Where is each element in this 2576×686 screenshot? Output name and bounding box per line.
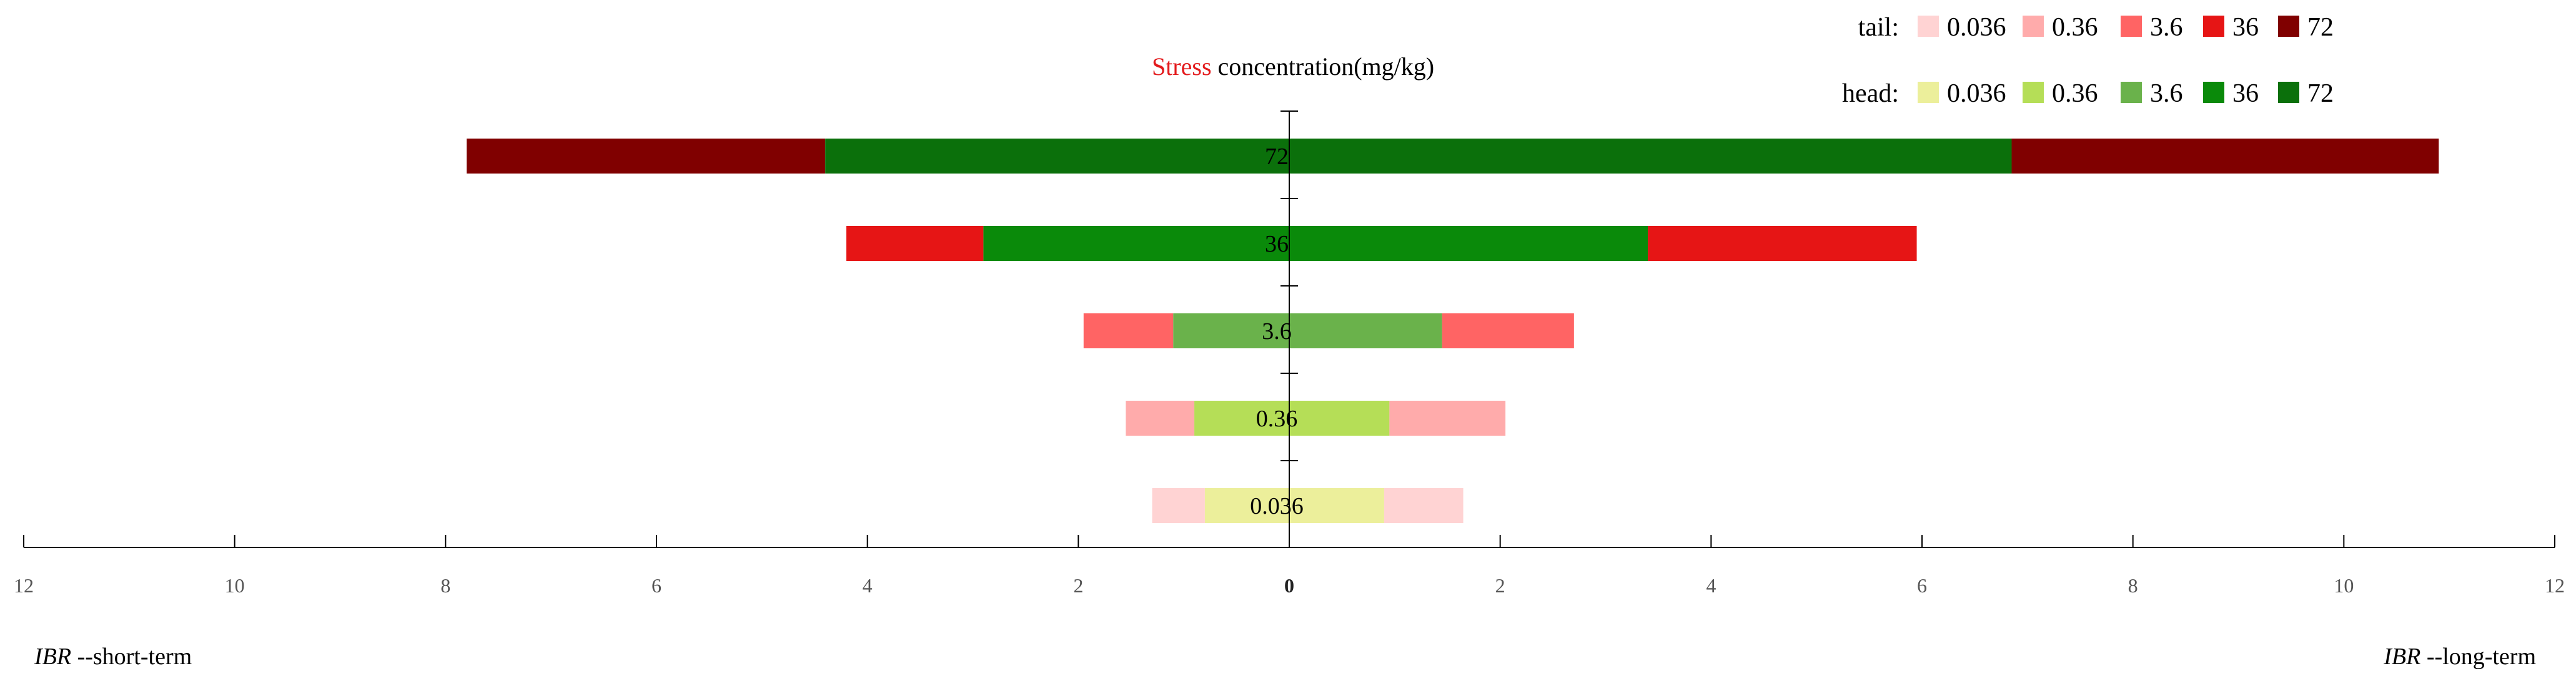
bar-head-0.036 bbox=[1204, 488, 1384, 523]
legend-tail-label: tail: bbox=[1858, 13, 1899, 42]
x-tick-label: 12 bbox=[14, 574, 34, 597]
bar-label-0.36: 0.36 bbox=[1256, 406, 1298, 432]
legend-head-swatch-0.36 bbox=[2023, 82, 2044, 103]
legend-head-swatch-36 bbox=[2203, 82, 2224, 103]
bar-tail-long-term-72 bbox=[2011, 139, 2439, 174]
bar-tail-short-term-0.036 bbox=[1152, 488, 1205, 523]
bar-tail-short-term-72 bbox=[467, 139, 826, 174]
x-tick-label: 6 bbox=[651, 574, 661, 597]
bar-head-0.36 bbox=[1194, 401, 1390, 436]
legend-tail-item-0.36: 0.36 bbox=[2052, 13, 2098, 42]
x-tick-label: 8 bbox=[2128, 574, 2138, 597]
bars-group: 72 36 3.6 0.36 0.036 bbox=[467, 139, 2439, 523]
legend-head-swatch-0.036 bbox=[1918, 82, 1939, 103]
legend-tail-swatch-3.6 bbox=[2121, 16, 2142, 37]
bar-label-36: 36 bbox=[1265, 231, 1289, 257]
bar-tail-short-term-36 bbox=[846, 226, 984, 261]
legend-head-item-0.36: 0.36 bbox=[2052, 79, 2098, 108]
legend-tail-item-72: 72 bbox=[2307, 13, 2334, 42]
legend-head-item-36: 36 bbox=[2232, 79, 2259, 108]
legend-tail-swatch-0.036 bbox=[1918, 16, 1939, 37]
short-term-axis-label-ibr: IBR bbox=[34, 644, 71, 670]
x-tick-label: 8 bbox=[440, 574, 450, 597]
bar-tail-short-term-0.36 bbox=[1126, 401, 1195, 436]
legend-head-label: head: bbox=[1842, 79, 1899, 108]
bar-tail-short-term-3.6 bbox=[1083, 313, 1174, 348]
bar-head-36 bbox=[983, 226, 1648, 261]
x-tick-label: 2 bbox=[1495, 574, 1505, 597]
legend-tail-item-0.036: 0.036 bbox=[1947, 13, 2006, 42]
x-tick-label: 2 bbox=[1073, 574, 1083, 597]
long-term-axis-label: IBR --long-term bbox=[2383, 644, 2536, 670]
legend-tail-swatch-72 bbox=[2278, 16, 2299, 37]
bar-label-72: 72 bbox=[1265, 144, 1289, 170]
bar-head-3.6 bbox=[1173, 313, 1442, 348]
legend-head-swatch-3.6 bbox=[2121, 82, 2142, 103]
legend-head-swatch-72 bbox=[2278, 82, 2299, 103]
chart-title-highlight: Stress bbox=[1152, 52, 1212, 81]
bar-tail-long-term-36 bbox=[1648, 226, 1917, 261]
x-tick-label: 0 bbox=[1284, 574, 1294, 597]
long-term-axis-label-rest: --long-term bbox=[2420, 644, 2536, 670]
long-term-axis-label-ibr: IBR bbox=[2383, 644, 2420, 670]
legend: tail: 0.036 0.36 3.6 36 72 head: 0.036 0.36 3.6 36… bbox=[1842, 13, 2334, 108]
legend-tail-item-3.6: 3.6 bbox=[2150, 13, 2183, 42]
chart-title-rest: concentration(mg/kg) bbox=[1212, 52, 1435, 81]
short-term-axis-label-rest: --short-term bbox=[71, 644, 192, 670]
legend-tail-swatch-36 bbox=[2203, 16, 2224, 37]
bar-label-3.6: 3.6 bbox=[1262, 318, 1292, 345]
bar-tail-long-term-0.036 bbox=[1384, 488, 1464, 523]
x-tick-label: 4 bbox=[1706, 574, 1716, 597]
x-tick-label: 4 bbox=[863, 574, 873, 597]
short-term-axis-label: IBR --short-term bbox=[34, 644, 192, 670]
legend-tail-swatch-0.36 bbox=[2023, 16, 2044, 37]
bar-tail-long-term-0.36 bbox=[1389, 401, 1506, 436]
legend-tail-item-36: 36 bbox=[2232, 13, 2259, 42]
legend-head-item-72: 72 bbox=[2307, 79, 2334, 108]
x-tick-label: 12 bbox=[2545, 574, 2565, 597]
legend-head-item-3.6: 3.6 bbox=[2150, 79, 2183, 108]
bar-tail-long-term-3.6 bbox=[1442, 313, 1574, 348]
bar-head-72 bbox=[825, 139, 2012, 174]
legend-head-item-0.036: 0.036 bbox=[1947, 79, 2006, 108]
x-tick-label: 10 bbox=[225, 574, 245, 597]
x-tick-label: 10 bbox=[2334, 574, 2354, 597]
chart-title: Stress concentration(mg/kg) bbox=[1152, 52, 1434, 81]
x-tick-label: 6 bbox=[1917, 574, 1927, 597]
bar-label-0.036: 0.036 bbox=[1250, 493, 1304, 519]
axes-group: 12 10 8 6 4 2 0 2 4 6 8 10 12 bbox=[14, 110, 2565, 597]
